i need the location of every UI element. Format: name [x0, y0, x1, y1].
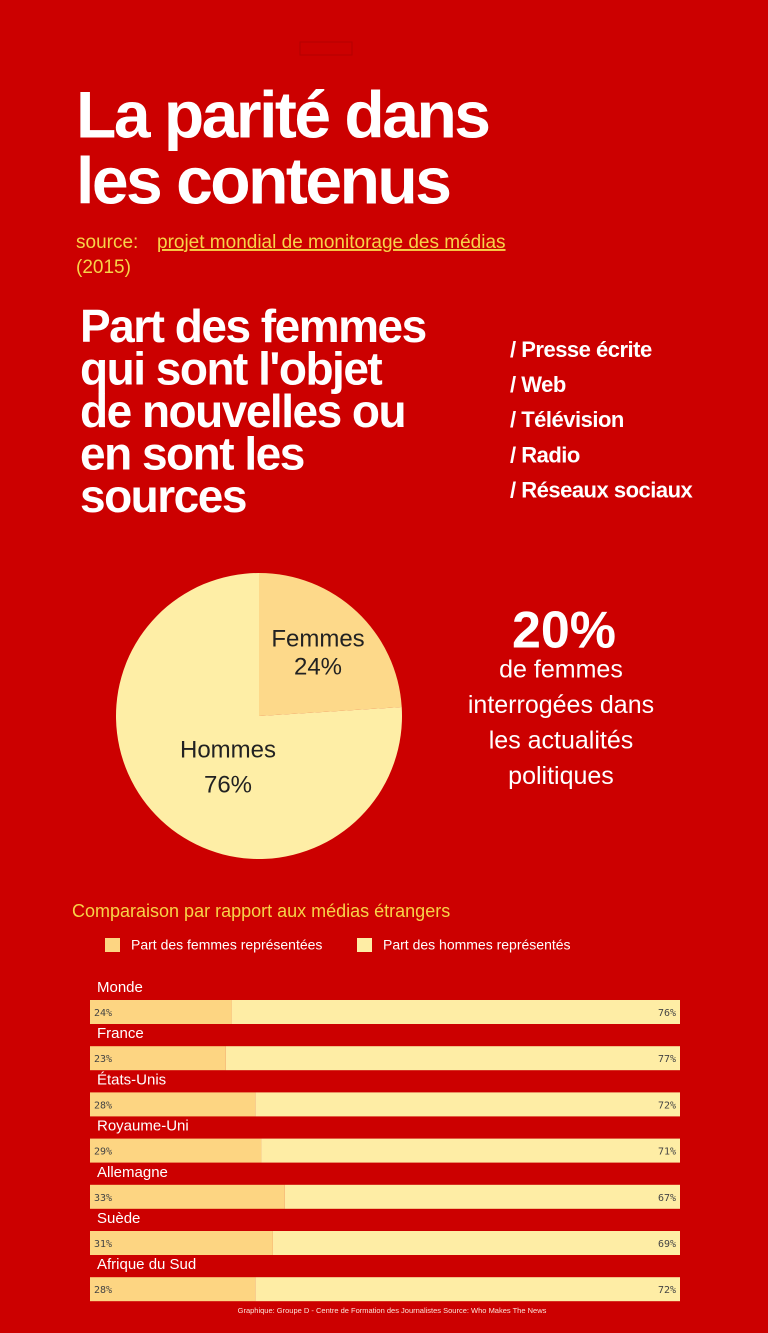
pie-value: 24% — [294, 653, 342, 680]
highlight-text: les actualités — [489, 727, 634, 755]
category-label: Royaume-Uni — [97, 1118, 189, 1135]
subtitle-line: sources — [80, 470, 246, 522]
category-label: Suède — [97, 1210, 140, 1227]
bar-segment — [90, 1092, 256, 1117]
value-label: 33% — [94, 1193, 112, 1204]
bar-segment — [261, 1138, 680, 1163]
bar-segment — [90, 1277, 256, 1302]
value-label: 23% — [94, 1054, 112, 1065]
pie-slice — [259, 573, 402, 716]
pie-slice — [115, 572, 402, 859]
subtitle-line: en sont les — [80, 428, 304, 480]
bar-segment — [255, 1277, 680, 1302]
media-item: / Radio — [510, 442, 580, 467]
category-label: France — [97, 1025, 144, 1042]
highlight-value: 20% — [512, 602, 616, 660]
highlight-text: de femmes — [499, 656, 623, 684]
value-label: 76% — [658, 1008, 676, 1019]
pie-value: 76% — [204, 771, 252, 798]
source-link[interactable]: projet mondial de monitorage des médias — [157, 232, 506, 253]
value-label: 24% — [94, 1008, 112, 1019]
pie-label: Femmes — [271, 625, 364, 652]
bar-segment — [231, 1000, 680, 1024]
value-label: 72% — [658, 1100, 676, 1111]
footer: Graphique: Groupe D - Centre de Formatio… — [238, 1306, 547, 1315]
value-label: 71% — [658, 1147, 676, 1158]
source-label: source: — [76, 232, 138, 253]
value-label: 28% — [94, 1285, 112, 1296]
value-label: 28% — [94, 1100, 112, 1111]
category-label: États-Unis — [97, 1071, 166, 1088]
media-item: / Réseaux sociaux — [510, 478, 694, 503]
subtitle-line: Part des femmes — [80, 300, 426, 352]
value-label: 29% — [94, 1147, 112, 1158]
media-item: / Web — [510, 372, 566, 397]
category-label: Monde — [97, 979, 143, 996]
highlight-text: interrogées dans — [468, 691, 654, 719]
pie-label: Hommes — [180, 736, 276, 763]
highlight-text: politiques — [508, 762, 614, 790]
legend-swatch — [357, 938, 372, 952]
bar-segment — [225, 1046, 680, 1071]
title-line: les contenus — [76, 143, 449, 217]
bar-segment — [90, 1046, 226, 1071]
value-label: 69% — [658, 1239, 676, 1250]
legend-label: Part des hommes représentés — [383, 937, 571, 953]
category-label: Afrique du Sud — [97, 1256, 196, 1273]
bar-segment — [90, 1231, 273, 1255]
bar-segment — [90, 1184, 285, 1209]
category-label: Allemagne — [97, 1164, 168, 1181]
source-year: (2015) — [76, 257, 131, 278]
bar-segment — [90, 1138, 262, 1163]
value-label: 67% — [658, 1193, 676, 1204]
bar-segment — [255, 1092, 680, 1117]
chart-title: Comparaison par rapport aux médias étran… — [72, 901, 450, 921]
subtitle-line: qui sont l'objet — [80, 343, 382, 395]
legend-swatch — [105, 938, 120, 952]
subtitle-line: de nouvelles ou — [80, 385, 405, 437]
value-label: 77% — [658, 1054, 676, 1065]
title-line: La parité dans — [76, 77, 488, 151]
media-item: / Presse écrite — [510, 337, 652, 362]
bar-segment — [284, 1184, 680, 1209]
legend-label: Part des femmes représentées — [131, 937, 322, 953]
bar-segment — [272, 1231, 680, 1255]
value-label: 72% — [658, 1285, 676, 1296]
bar-segment — [90, 1000, 232, 1024]
decoration — [299, 41, 353, 56]
value-label: 31% — [94, 1239, 112, 1250]
media-item: / Télévision — [510, 407, 624, 432]
